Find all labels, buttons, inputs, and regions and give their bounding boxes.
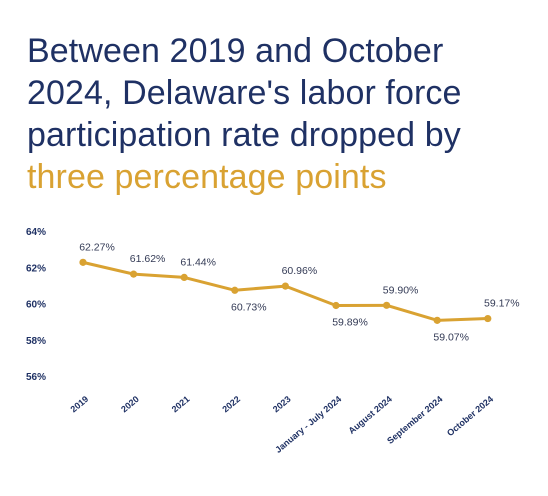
chart-headline: Between 2019 and October 2024, Delaware'… [27, 30, 532, 198]
headline-line-1: Between 2019 and October [27, 32, 444, 70]
data-point [484, 314, 492, 323]
y-tick-label: 56% [26, 372, 46, 383]
data-label: 61.44% [180, 256, 216, 268]
x-tick-label: 2022 [220, 394, 242, 415]
data-point [130, 270, 138, 278]
headline-line-2: 2024, Delaware's labor force [27, 74, 462, 112]
y-tick-label: 64% [26, 227, 46, 238]
x-tick-label: September 2024 [385, 394, 444, 446]
x-tick-label: 2021 [170, 394, 192, 415]
data-point [231, 286, 239, 294]
data-label: 59.89% [332, 316, 368, 328]
headline-accent: three percentage points [27, 158, 387, 196]
data-label: 59.90% [383, 284, 419, 296]
data-label: 60.96% [282, 265, 318, 277]
x-tick-label: October 2024 [445, 394, 495, 438]
x-tick-label: 2023 [271, 394, 293, 415]
data-label: 62.27% [79, 241, 115, 253]
data-point [332, 301, 340, 310]
data-point [79, 258, 87, 266]
data-point [383, 301, 391, 309]
data-point [281, 282, 289, 290]
x-tick-label: August 2024 [346, 394, 393, 436]
y-tick-label: 58% [26, 336, 46, 347]
data-label: 59.17% [484, 298, 520, 310]
x-tick-label: 2019 [69, 394, 91, 415]
x-tick-label: 2020 [119, 394, 141, 415]
data-label: 59.07% [433, 331, 469, 343]
data-point [433, 316, 441, 324]
headline-line-3: participation rate dropped by [27, 116, 461, 154]
line-chart: 64% 62% 60% 58% 56% 62.27% 61.62% 61.44% 60.73% 6… [26, 227, 520, 455]
y-tick-label: 60% [26, 300, 46, 311]
y-tick-label: 62% [26, 263, 46, 274]
data-label: 60.73% [231, 301, 267, 313]
data-point [180, 273, 188, 281]
data-label: 61.62% [130, 253, 166, 265]
